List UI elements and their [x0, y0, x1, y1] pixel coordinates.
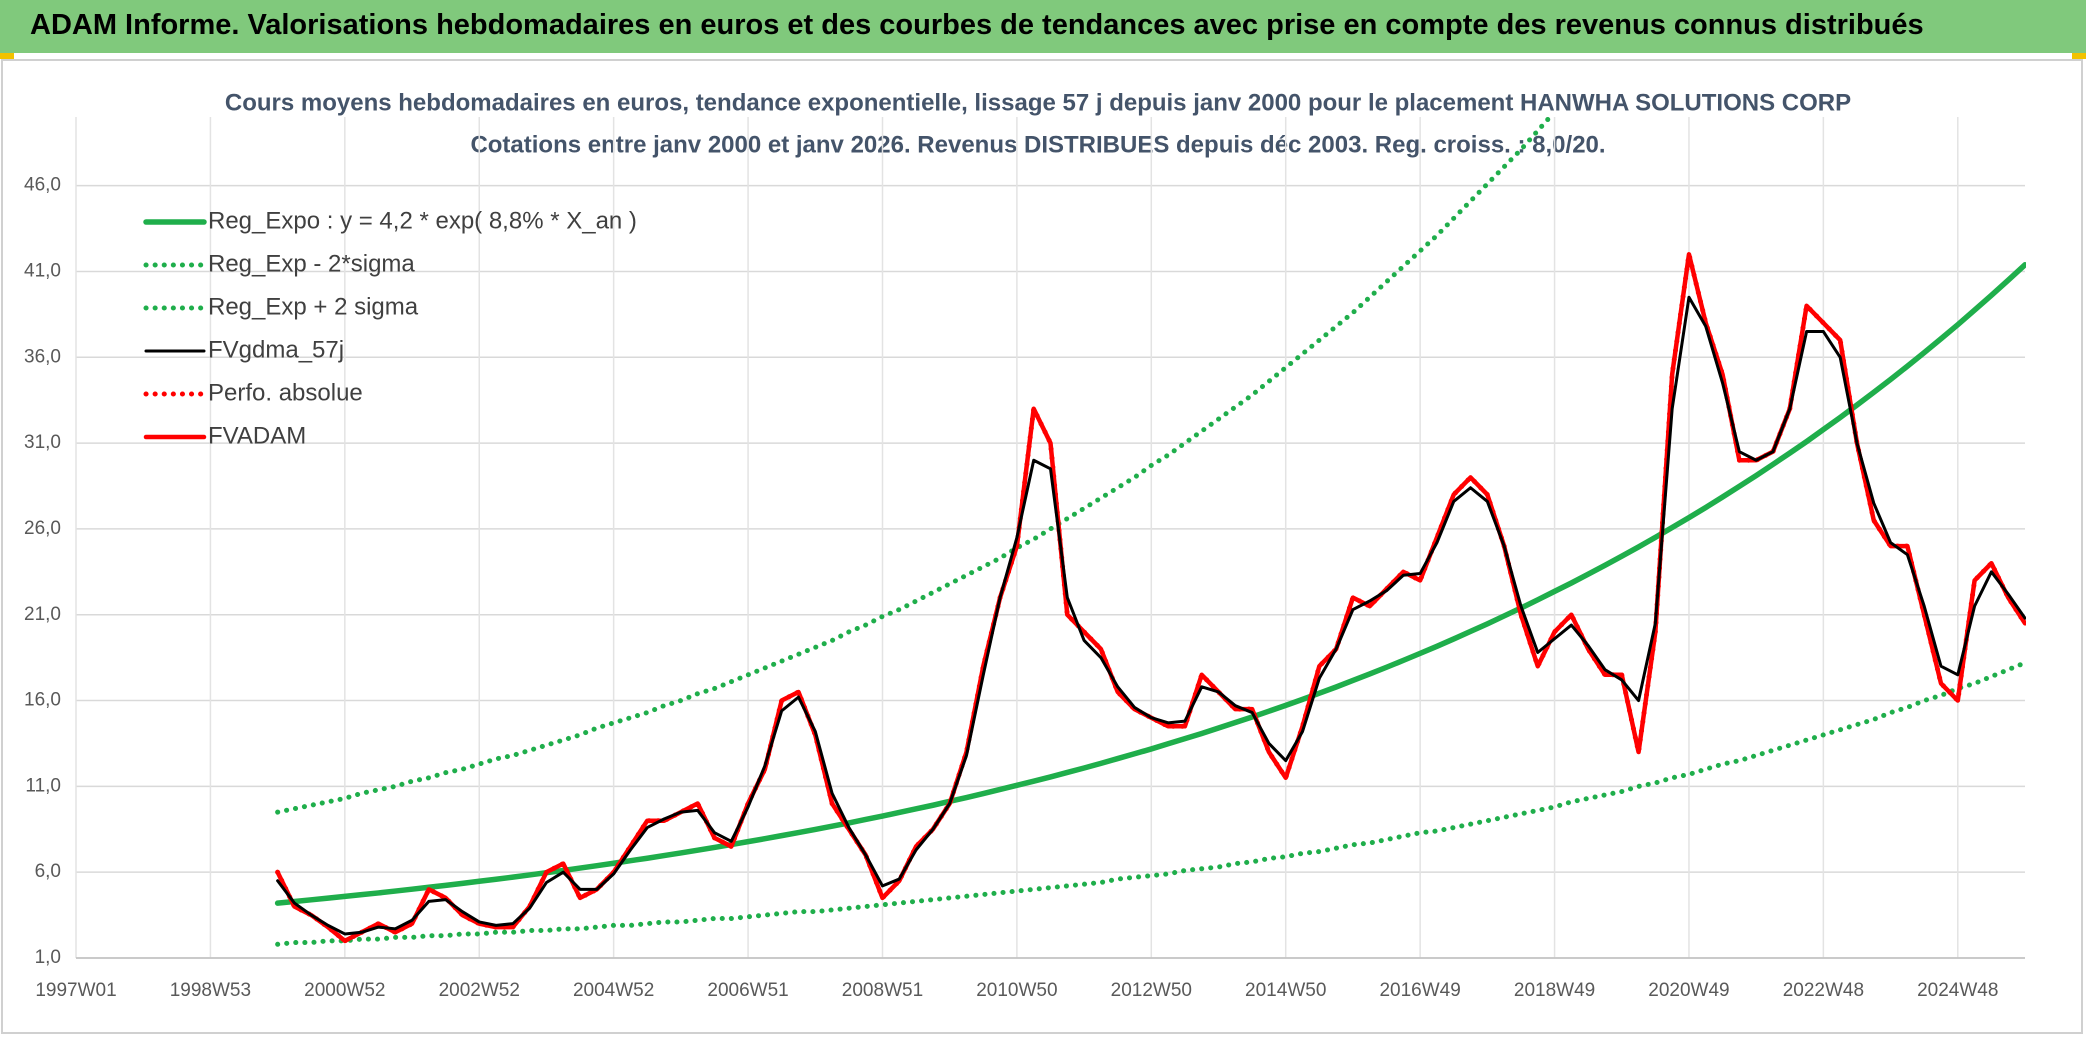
header: ADAM Informe. Valorisations hebdomadaire…: [0, 0, 2086, 53]
series-line: [275, 117, 1554, 815]
legend-label: FVgdma_57j: [208, 336, 344, 363]
x-tick-label: 2008W51: [842, 980, 923, 1001]
x-tick-label: 2016W49: [1379, 980, 1460, 1001]
y-tick-label: 31,0: [24, 432, 61, 453]
x-tick-label: 2018W49: [1514, 980, 1595, 1001]
x-tick-label: 2004W52: [573, 980, 654, 1001]
x-tick-label: 2000W52: [304, 980, 385, 1001]
y-tick-label: 21,0: [24, 604, 61, 625]
x-tick-label: 2020W49: [1648, 980, 1729, 1001]
x-tick-label: 2024W48: [1917, 980, 1998, 1001]
x-tick-label: 2002W52: [439, 980, 520, 1001]
grid: [75, 117, 2025, 959]
x-tick-label: 2006W51: [707, 980, 788, 1001]
y-tick-label: 11,0: [25, 775, 61, 796]
x-tick-label: 2010W50: [976, 980, 1057, 1001]
series-line: [275, 660, 2026, 947]
legend-label: Reg_Exp - 2*sigma: [208, 250, 415, 277]
legend-label: FVADAM: [208, 422, 306, 449]
corner: [2072, 53, 2086, 59]
chart-subtitle: Cotations entre janv 2000 et janv 2026. …: [470, 131, 1605, 158]
header-title: ADAM Informe. Valorisations hebdomadaire…: [30, 9, 1924, 41]
y-tick-label: 16,0: [24, 690, 61, 711]
x-tick-label: 2012W50: [1111, 980, 1192, 1001]
series-line: [276, 295, 2026, 936]
y-tick-label: 6,0: [35, 861, 61, 882]
x-tick-label: 1997W01: [35, 980, 116, 1001]
y-tick-label: 46,0: [24, 175, 61, 196]
x-tick-label: 2014W50: [1245, 980, 1326, 1001]
chart-title: Cours moyens hebdomadaires en euros, ten…: [225, 89, 1851, 116]
x-tick-label: 1998W53: [170, 980, 251, 1001]
axes: 1,0 6,0 11,0 16,0 21,0 26,0 31,0 36,0 41,0 46,0 19…: [24, 175, 2025, 1001]
x-tick-label: 2022W48: [1783, 980, 1864, 1001]
y-tick-label: 36,0: [24, 346, 61, 367]
legend-label: Reg_Expo : y = 4,2 * exp( 8,8% * X_an ): [208, 207, 637, 234]
legend-label: Reg_Exp + 2 sigma: [208, 293, 419, 320]
corner: [0, 53, 14, 59]
legend-label: Perfo. absolue: [208, 379, 363, 406]
chart-frame: [1, 59, 2083, 1034]
legend: Reg_Expo : y = 4,2 * exp( 8,8% * X_an ) R…: [143, 207, 637, 449]
plot: [274, 117, 2026, 947]
y-tick-label: 41,0: [24, 260, 61, 281]
y-tick-label: 1,0: [35, 947, 61, 968]
y-tick-label: 26,0: [24, 518, 61, 539]
chart: Cours moyens hebdomadaires en euros, ten…: [1, 59, 2083, 1034]
